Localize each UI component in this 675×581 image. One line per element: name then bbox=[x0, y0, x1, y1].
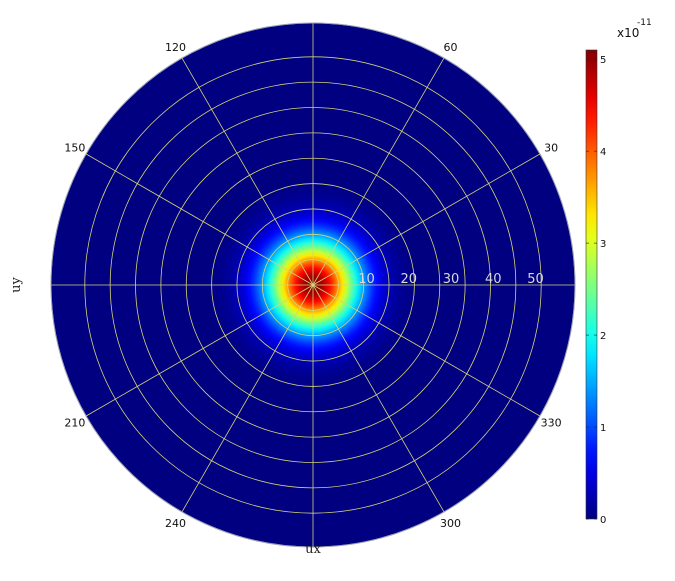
polar-plot: 10 20 30 40 50 30 60 120 150 210 240 300 330 bbox=[50, 22, 576, 548]
colorbar-tick-label: 4 bbox=[600, 147, 606, 158]
colorbar-tick-label: 5 bbox=[600, 55, 606, 66]
colorbar-tick-label: 1 bbox=[600, 423, 606, 434]
colorbar-bar bbox=[585, 49, 598, 520]
grid-spoke bbox=[181, 57, 314, 286]
colorbar-ticks: 0 1 2 3 4 5 bbox=[586, 55, 606, 526]
grid-spoke bbox=[181, 284, 314, 513]
radial-tick-label: 10 bbox=[358, 272, 375, 287]
radial-tick-label: 20 bbox=[401, 272, 418, 287]
angle-tick-label: 240 bbox=[165, 517, 186, 530]
grid-spoke bbox=[312, 153, 541, 286]
x-axis-label: ux bbox=[305, 542, 321, 557]
angle-tick-labels: 30 60 120 150 210 240 300 330 bbox=[64, 41, 561, 530]
radial-tick-label: 40 bbox=[485, 272, 502, 287]
y-axis-label: uy bbox=[9, 276, 24, 292]
grid-spoke bbox=[85, 284, 314, 417]
angle-tick-label: 300 bbox=[440, 517, 461, 530]
colorbar-multiplier: x10 bbox=[617, 26, 639, 40]
colorbar-tick-label: 0 bbox=[600, 515, 606, 526]
grid-spoke bbox=[312, 57, 445, 286]
radial-tick-label: 30 bbox=[443, 272, 460, 287]
radial-tick-labels: 10 20 30 40 50 bbox=[358, 272, 544, 287]
angle-tick-label: 330 bbox=[541, 417, 562, 430]
angle-tick-label: 210 bbox=[64, 417, 85, 430]
grid-spoke bbox=[312, 284, 541, 417]
angle-tick-label: 120 bbox=[165, 41, 186, 54]
angle-tick-label: 150 bbox=[64, 142, 85, 155]
angle-tick-label: 30 bbox=[544, 142, 558, 155]
colorbar-tick-label: 2 bbox=[600, 331, 606, 342]
grid-spoke bbox=[312, 284, 445, 513]
radial-tick-label: 50 bbox=[527, 272, 544, 287]
polar-edge bbox=[50, 22, 576, 548]
grid-spoke bbox=[85, 153, 314, 286]
colorbar-exponent: -11 bbox=[637, 18, 652, 28]
colorbar: 0 1 2 3 4 5 x10 -11 bbox=[585, 18, 652, 526]
colorbar-tick-label: 3 bbox=[600, 239, 606, 250]
angle-tick-label: 60 bbox=[444, 41, 458, 54]
grid-spokes bbox=[51, 23, 575, 547]
